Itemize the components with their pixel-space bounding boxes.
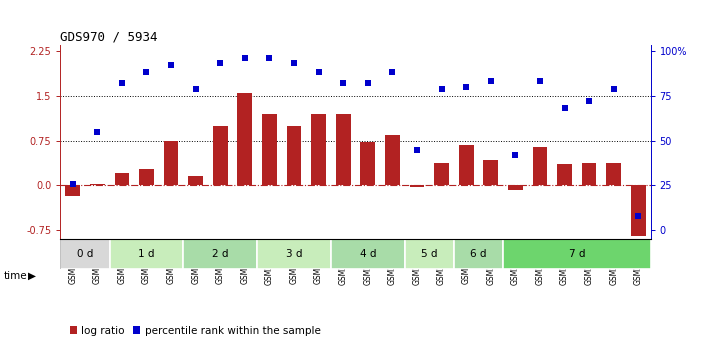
Bar <box>410 185 424 187</box>
Bar <box>60 239 109 269</box>
Point <box>559 106 570 111</box>
Point <box>608 86 619 91</box>
Bar <box>533 147 547 185</box>
Bar <box>237 93 252 185</box>
Point <box>584 98 595 104</box>
Bar <box>114 174 129 185</box>
Point <box>362 80 373 86</box>
Text: 3 d: 3 d <box>286 249 302 259</box>
Text: 7 d: 7 d <box>569 249 585 259</box>
Point <box>116 80 127 86</box>
Point <box>485 79 496 84</box>
Bar <box>139 169 154 185</box>
Bar <box>503 239 651 269</box>
Bar <box>360 142 375 185</box>
Point <box>411 147 422 152</box>
Point <box>338 80 349 86</box>
Bar <box>454 239 503 269</box>
Bar <box>90 184 105 185</box>
Bar <box>336 114 351 185</box>
Point <box>190 86 201 91</box>
Bar <box>65 185 80 196</box>
Bar <box>582 162 597 185</box>
Bar <box>188 176 203 185</box>
Bar <box>109 239 183 269</box>
Text: GDS970 / 5934: GDS970 / 5934 <box>60 30 158 43</box>
Legend: log ratio, percentile rank within the sample: log ratio, percentile rank within the sa… <box>65 322 325 340</box>
Bar <box>434 162 449 185</box>
Text: ▶: ▶ <box>28 271 36 281</box>
Point <box>166 62 177 68</box>
Text: time: time <box>4 271 27 281</box>
Text: 5 d: 5 d <box>421 249 437 259</box>
Point <box>461 84 472 89</box>
Bar <box>287 126 301 185</box>
Bar <box>164 140 178 185</box>
Text: 0 d: 0 d <box>77 249 93 259</box>
Text: 6 d: 6 d <box>470 249 487 259</box>
Text: 4 d: 4 d <box>360 249 376 259</box>
Point <box>215 61 226 66</box>
Bar <box>631 185 646 236</box>
Point <box>387 70 398 75</box>
Bar <box>262 114 277 185</box>
Bar <box>483 160 498 185</box>
Bar <box>331 239 405 269</box>
Bar <box>183 239 257 269</box>
Bar <box>459 145 474 185</box>
Bar <box>405 239 454 269</box>
Point <box>534 79 545 84</box>
Point <box>633 213 644 219</box>
Point <box>313 70 324 75</box>
Bar <box>508 185 523 190</box>
Point <box>289 61 300 66</box>
Bar <box>213 126 228 185</box>
Bar <box>385 135 400 185</box>
Point <box>141 70 152 75</box>
Point <box>92 129 103 134</box>
Point <box>67 181 78 186</box>
Bar <box>311 114 326 185</box>
Point <box>239 55 250 61</box>
Point <box>436 86 447 91</box>
Bar <box>606 162 621 185</box>
Bar <box>257 239 331 269</box>
Bar <box>557 165 572 185</box>
Text: 1 d: 1 d <box>138 249 155 259</box>
Point <box>510 152 521 158</box>
Text: 2 d: 2 d <box>212 249 228 259</box>
Point <box>264 55 275 61</box>
